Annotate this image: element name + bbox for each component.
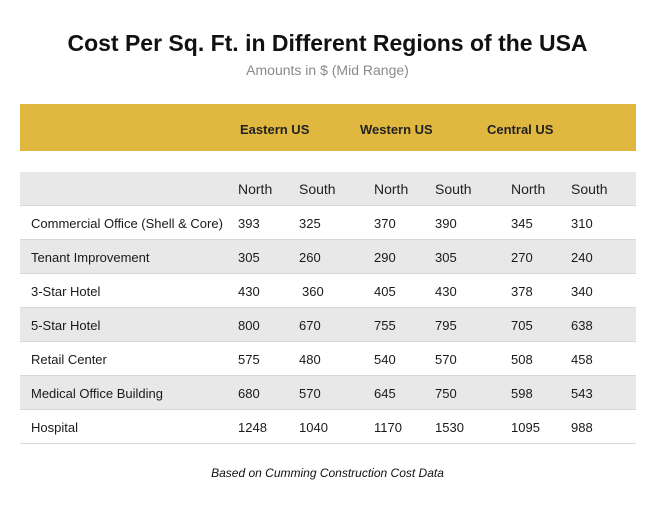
value-cell: 480 bbox=[299, 352, 321, 367]
source-note: Based on Cumming Construction Cost Data bbox=[211, 466, 444, 480]
table-row: 5-Star Hotel 800 670 755 795 705 638 bbox=[20, 308, 636, 342]
row-label: Hospital bbox=[31, 420, 78, 435]
value-cell: 390 bbox=[435, 216, 457, 231]
table-row: Commercial Office (Shell & Core) 393 325 37… bbox=[20, 206, 636, 240]
value-cell: 370 bbox=[374, 216, 396, 231]
value-cell: 458 bbox=[571, 352, 593, 367]
value-cell: 1040 bbox=[299, 420, 328, 435]
value-cell: 543 bbox=[571, 386, 593, 401]
value-cell: 1170 bbox=[374, 420, 402, 435]
value-cell: 598 bbox=[511, 386, 533, 401]
row-label: Retail Center bbox=[31, 352, 107, 367]
column-header-north: North bbox=[238, 181, 273, 197]
value-cell: 290 bbox=[374, 250, 396, 265]
value-cell: 405 bbox=[374, 284, 396, 299]
subtitle: Amounts in $ (Mid Range) bbox=[246, 62, 409, 78]
table-header-row: North South North South North South bbox=[20, 172, 636, 206]
value-cell: 570 bbox=[299, 386, 321, 401]
value-cell: 1095 bbox=[511, 420, 540, 435]
value-cell: 1530 bbox=[435, 420, 464, 435]
value-cell: 508 bbox=[511, 352, 533, 367]
table-row: Tenant Improvement 305 260 290 305 270 240 bbox=[20, 240, 636, 274]
region-header-band: Eastern US Western US Central US bbox=[20, 104, 636, 151]
value-cell: 305 bbox=[238, 250, 260, 265]
value-cell: 360 bbox=[302, 284, 324, 299]
table-row: 3-Star Hotel 430 360 405 430 378 340 bbox=[20, 274, 636, 308]
value-cell: 988 bbox=[571, 420, 593, 435]
value-cell: 430 bbox=[435, 284, 457, 299]
region-western: Western US bbox=[360, 122, 433, 137]
table-row: Retail Center 575 480 540 570 508 458 bbox=[20, 342, 636, 376]
value-cell: 670 bbox=[299, 318, 321, 333]
row-label: Tenant Improvement bbox=[31, 250, 150, 265]
column-header-south: South bbox=[571, 181, 608, 197]
value-cell: 260 bbox=[299, 250, 321, 265]
row-label: Medical Office Building bbox=[31, 386, 163, 401]
value-cell: 638 bbox=[571, 318, 593, 333]
value-cell: 270 bbox=[511, 250, 533, 265]
value-cell: 705 bbox=[511, 318, 533, 333]
value-cell: 645 bbox=[374, 386, 396, 401]
value-cell: 340 bbox=[571, 284, 593, 299]
value-cell: 750 bbox=[435, 386, 457, 401]
value-cell: 393 bbox=[238, 216, 260, 231]
region-central: Central US bbox=[487, 122, 554, 137]
value-cell: 430 bbox=[238, 284, 260, 299]
value-cell: 755 bbox=[374, 318, 396, 333]
row-label: Commercial Office (Shell & Core) bbox=[31, 216, 223, 231]
value-cell: 325 bbox=[299, 216, 321, 231]
region-eastern: Eastern US bbox=[240, 122, 310, 137]
page-title: Cost Per Sq. Ft. in Different Regions of… bbox=[67, 30, 588, 56]
column-header-north: North bbox=[511, 181, 546, 197]
value-cell: 378 bbox=[511, 284, 533, 299]
row-label: 5-Star Hotel bbox=[31, 318, 101, 333]
value-cell: 795 bbox=[435, 318, 457, 333]
column-header-south: South bbox=[299, 181, 336, 197]
row-label: 3-Star Hotel bbox=[31, 284, 101, 299]
value-cell: 800 bbox=[238, 318, 260, 333]
column-header-south: South bbox=[435, 181, 472, 197]
value-cell: 305 bbox=[435, 250, 457, 265]
value-cell: 575 bbox=[238, 352, 260, 367]
value-cell: 240 bbox=[571, 250, 593, 265]
value-cell: 310 bbox=[571, 216, 593, 231]
value-cell: 540 bbox=[374, 352, 396, 367]
table-row: Hospital 1248 1040 1170 1530 1095 988 bbox=[20, 410, 636, 444]
table-row: Medical Office Building 680 570 645 750 598 54… bbox=[20, 376, 636, 410]
value-cell: 680 bbox=[238, 386, 260, 401]
value-cell: 1248 bbox=[238, 420, 267, 435]
column-header-north: North bbox=[374, 181, 409, 197]
value-cell: 345 bbox=[511, 216, 533, 231]
value-cell: 570 bbox=[435, 352, 457, 367]
